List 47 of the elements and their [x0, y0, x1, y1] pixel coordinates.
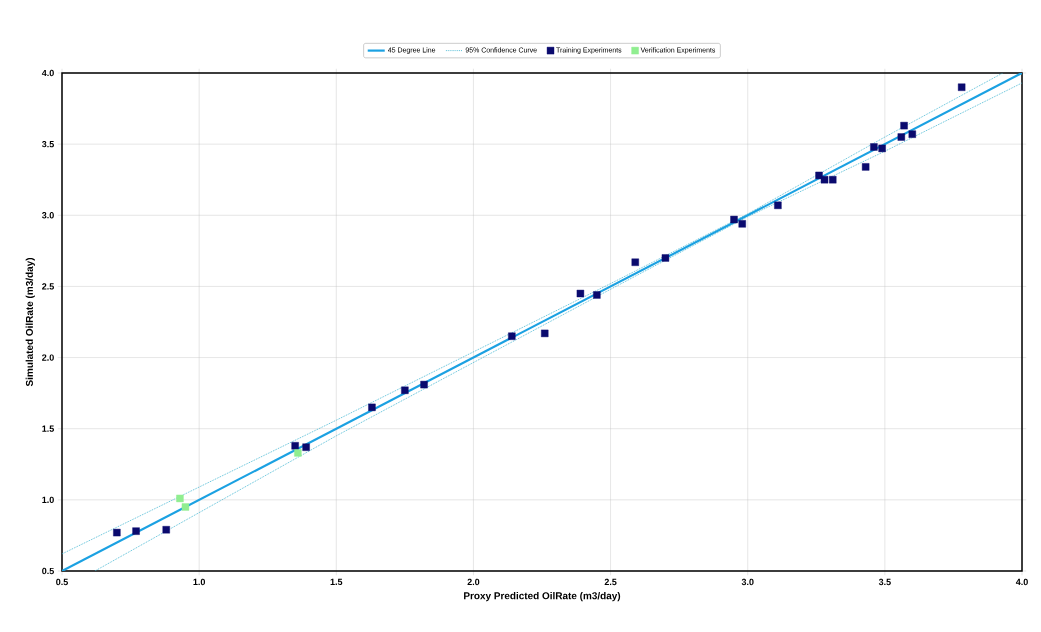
- point: [820, 176, 829, 184]
- point: [897, 133, 906, 141]
- x-axis-title: Proxy Predicted OilRate (m3/day): [464, 591, 621, 602]
- point: [576, 289, 585, 298]
- x-tick-label: 1.0: [193, 578, 206, 586]
- x-tick-label: 0.5: [56, 578, 68, 586]
- y-tick-label: 3.0: [41, 212, 54, 219]
- point: [113, 528, 121, 537]
- point: [900, 121, 908, 130]
- point: [870, 143, 878, 151]
- point: [878, 144, 886, 153]
- point: [829, 176, 837, 184]
- point: [291, 442, 299, 450]
- point: [661, 254, 670, 262]
- y-axis-title: Simulated OilRate (m3/day): [25, 258, 35, 387]
- y-tick-label: 1.5: [42, 425, 54, 432]
- y-tick-label: 4.0: [41, 69, 54, 77]
- point: [508, 332, 516, 340]
- point: [420, 380, 428, 389]
- y-tick-label: 1.0: [42, 496, 54, 504]
- point: [861, 163, 870, 171]
- point: [302, 443, 310, 451]
- x-tick-label: 3.5: [878, 578, 891, 586]
- point: [294, 449, 302, 457]
- point: [176, 494, 184, 503]
- point: [957, 83, 966, 91]
- x-tick-label: 2.5: [604, 578, 617, 586]
- point: [541, 329, 549, 338]
- point: [730, 215, 738, 224]
- point: [368, 403, 376, 412]
- point: [738, 220, 746, 228]
- point: [631, 258, 639, 266]
- point: [401, 386, 409, 394]
- point: [774, 201, 782, 210]
- y-tick-label: 2.0: [42, 354, 54, 361]
- y-tick-label: 2.5: [42, 283, 54, 290]
- point: [593, 291, 601, 299]
- x-tick-label: 3.0: [741, 578, 754, 586]
- point: [908, 130, 916, 138]
- point: [132, 527, 140, 535]
- x-tick-label: 1.5: [330, 578, 343, 586]
- y-tick-label: 3.5: [41, 140, 54, 148]
- point: [181, 503, 190, 511]
- y-tick-label: 0.5: [42, 567, 54, 575]
- x-tick-label: 4.0: [1015, 578, 1028, 586]
- point: [162, 526, 170, 534]
- x-tick-label: 2.0: [467, 578, 480, 586]
